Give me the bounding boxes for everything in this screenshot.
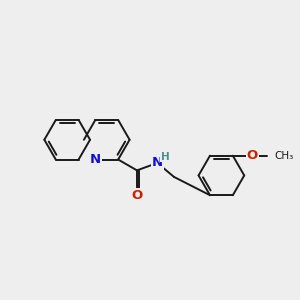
Text: O: O — [247, 149, 258, 162]
Text: N: N — [152, 157, 163, 169]
Text: H: H — [161, 152, 170, 161]
Text: CH₃: CH₃ — [274, 151, 293, 161]
Text: O: O — [131, 189, 142, 203]
Text: N: N — [90, 153, 101, 166]
